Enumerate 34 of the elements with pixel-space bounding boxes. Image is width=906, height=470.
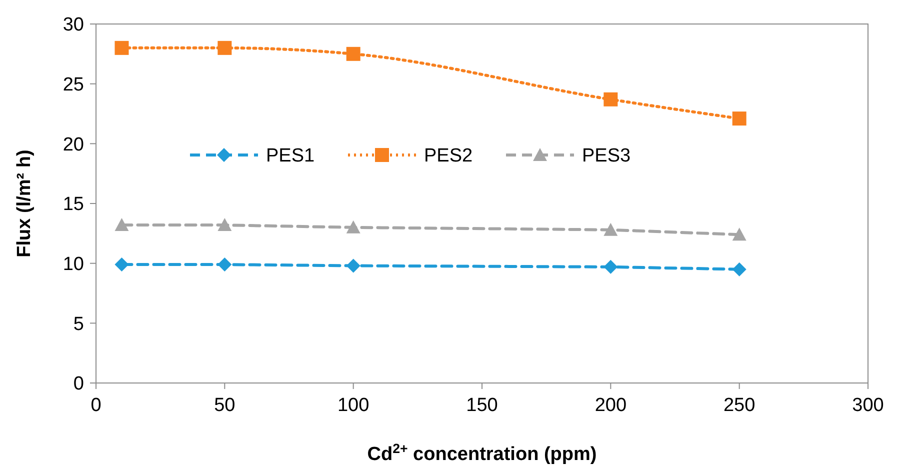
y-tick-label: 5 <box>73 314 84 335</box>
x-tick-label: 50 <box>214 395 236 416</box>
point <box>346 258 360 273</box>
point <box>218 218 232 232</box>
x-tick-label: 300 <box>852 395 884 416</box>
point <box>346 220 360 234</box>
point <box>346 46 360 61</box>
legend-label: PES2 <box>424 146 473 167</box>
y-tick-label: 30 <box>62 14 84 36</box>
y-tick-label: 15 <box>62 194 84 216</box>
y-tick-label: 25 <box>62 74 84 96</box>
x-tick-label: 100 <box>337 395 370 416</box>
legend-label: PES1 <box>266 146 315 167</box>
x-tick-label: 0 <box>90 395 102 416</box>
point <box>218 258 232 272</box>
y-tick-label: 0 <box>73 374 84 395</box>
point <box>218 40 232 55</box>
x-tick-label: 150 <box>466 395 498 416</box>
point <box>732 112 746 126</box>
point <box>732 228 746 241</box>
y-tick-label: 20 <box>62 134 84 156</box>
x-tick-label: 250 <box>723 395 756 416</box>
legend-label: PES3 <box>582 146 631 167</box>
x-axis-title: Cd$^{2+}$ concentration (ppm) <box>367 440 597 465</box>
y-tick-label: 10 <box>62 254 84 275</box>
point <box>732 262 746 276</box>
point <box>604 222 618 236</box>
point <box>114 258 129 272</box>
point <box>114 218 129 232</box>
y-axis-title: Flux (l/m² h) <box>14 150 35 258</box>
x-tick-label: 200 <box>594 395 627 416</box>
point <box>604 92 618 106</box>
point <box>604 260 618 274</box>
point <box>114 40 129 55</box>
